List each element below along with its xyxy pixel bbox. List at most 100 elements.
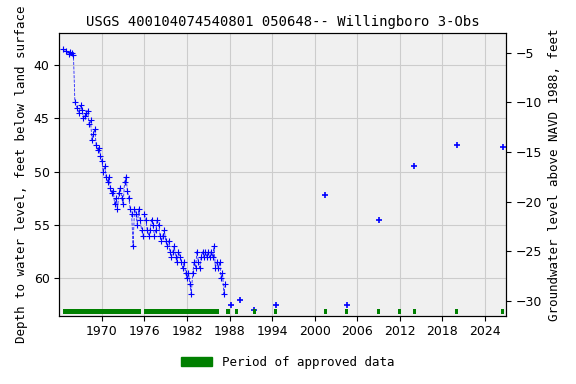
Point xyxy=(169,243,179,249)
Bar xyxy=(377,309,380,314)
Point xyxy=(113,206,122,212)
Point xyxy=(167,254,176,260)
Point xyxy=(174,248,183,255)
Point xyxy=(74,110,84,116)
Point xyxy=(77,107,86,113)
Point xyxy=(199,254,209,260)
Point xyxy=(131,211,141,217)
Point xyxy=(107,190,116,196)
Point xyxy=(168,248,177,255)
Y-axis label: Depth to water level, feet below land surface: Depth to water level, feet below land su… xyxy=(15,5,28,343)
Point xyxy=(83,108,92,114)
Point xyxy=(119,200,128,207)
Point xyxy=(130,206,139,212)
Bar xyxy=(226,309,230,314)
Point xyxy=(85,121,94,127)
Point xyxy=(217,275,226,281)
Point xyxy=(89,131,98,137)
Point xyxy=(140,211,149,217)
Point xyxy=(154,222,163,228)
Point xyxy=(143,227,152,233)
Point xyxy=(122,174,131,180)
Point xyxy=(221,280,230,286)
Point xyxy=(80,113,89,119)
Point xyxy=(103,179,112,185)
Point xyxy=(160,227,169,233)
Point xyxy=(184,270,193,276)
Point xyxy=(181,270,190,276)
Point xyxy=(120,179,129,185)
Bar xyxy=(412,309,415,314)
Point xyxy=(62,48,71,54)
Point xyxy=(207,248,216,255)
Legend: Period of approved data: Period of approved data xyxy=(176,351,400,374)
Point xyxy=(144,232,153,238)
Point xyxy=(117,195,126,201)
Point xyxy=(202,254,211,260)
Point xyxy=(214,265,223,271)
Point xyxy=(128,243,138,249)
Point xyxy=(106,184,115,190)
Point xyxy=(342,302,351,308)
Point xyxy=(172,259,181,265)
Point xyxy=(104,174,113,180)
Point xyxy=(191,265,200,271)
Point xyxy=(111,195,120,201)
Point xyxy=(178,265,187,271)
Point xyxy=(190,259,199,265)
Point xyxy=(192,248,202,255)
Point xyxy=(110,200,119,207)
Point xyxy=(211,265,220,271)
Point xyxy=(93,147,102,153)
Point xyxy=(98,169,108,175)
Point xyxy=(67,50,77,56)
Point xyxy=(250,307,259,313)
Point xyxy=(126,206,135,212)
Point xyxy=(100,163,109,169)
Bar xyxy=(274,309,277,314)
Point xyxy=(76,103,85,109)
Point xyxy=(183,275,192,281)
Point xyxy=(218,270,227,276)
Point xyxy=(212,259,221,265)
Point xyxy=(96,152,105,159)
Point xyxy=(194,259,203,265)
Point xyxy=(146,227,155,233)
Point xyxy=(175,254,184,260)
Point xyxy=(158,232,168,238)
Point xyxy=(70,99,79,105)
Point xyxy=(150,232,159,238)
Point xyxy=(64,51,73,57)
Point xyxy=(124,195,134,201)
Y-axis label: Groundwater level above NAVD 1988, feet: Groundwater level above NAVD 1988, feet xyxy=(548,28,561,321)
Point xyxy=(97,158,107,164)
Point xyxy=(452,142,461,148)
Point xyxy=(156,232,165,238)
Point xyxy=(162,243,172,249)
Point xyxy=(196,254,206,260)
Bar xyxy=(345,309,348,314)
Point xyxy=(90,126,100,132)
Point xyxy=(171,254,180,260)
Point xyxy=(137,227,146,233)
Point xyxy=(209,243,218,249)
Point xyxy=(374,217,383,223)
Point xyxy=(86,118,95,124)
Point xyxy=(498,144,507,150)
Title: USGS 400104074540801 050648-- Willingboro 3-Obs: USGS 400104074540801 050648-- Willingbor… xyxy=(86,15,480,29)
Point xyxy=(219,291,229,297)
Bar xyxy=(399,309,401,314)
Bar xyxy=(501,309,504,314)
Point xyxy=(185,280,195,286)
Point xyxy=(138,232,147,238)
Point xyxy=(198,248,207,255)
Point xyxy=(69,52,78,58)
Point xyxy=(201,248,210,255)
Point xyxy=(65,49,74,55)
Point xyxy=(271,302,281,308)
Point xyxy=(215,259,224,265)
Point xyxy=(180,259,189,265)
Point xyxy=(101,174,111,180)
Point xyxy=(127,211,137,217)
Point xyxy=(88,137,97,143)
